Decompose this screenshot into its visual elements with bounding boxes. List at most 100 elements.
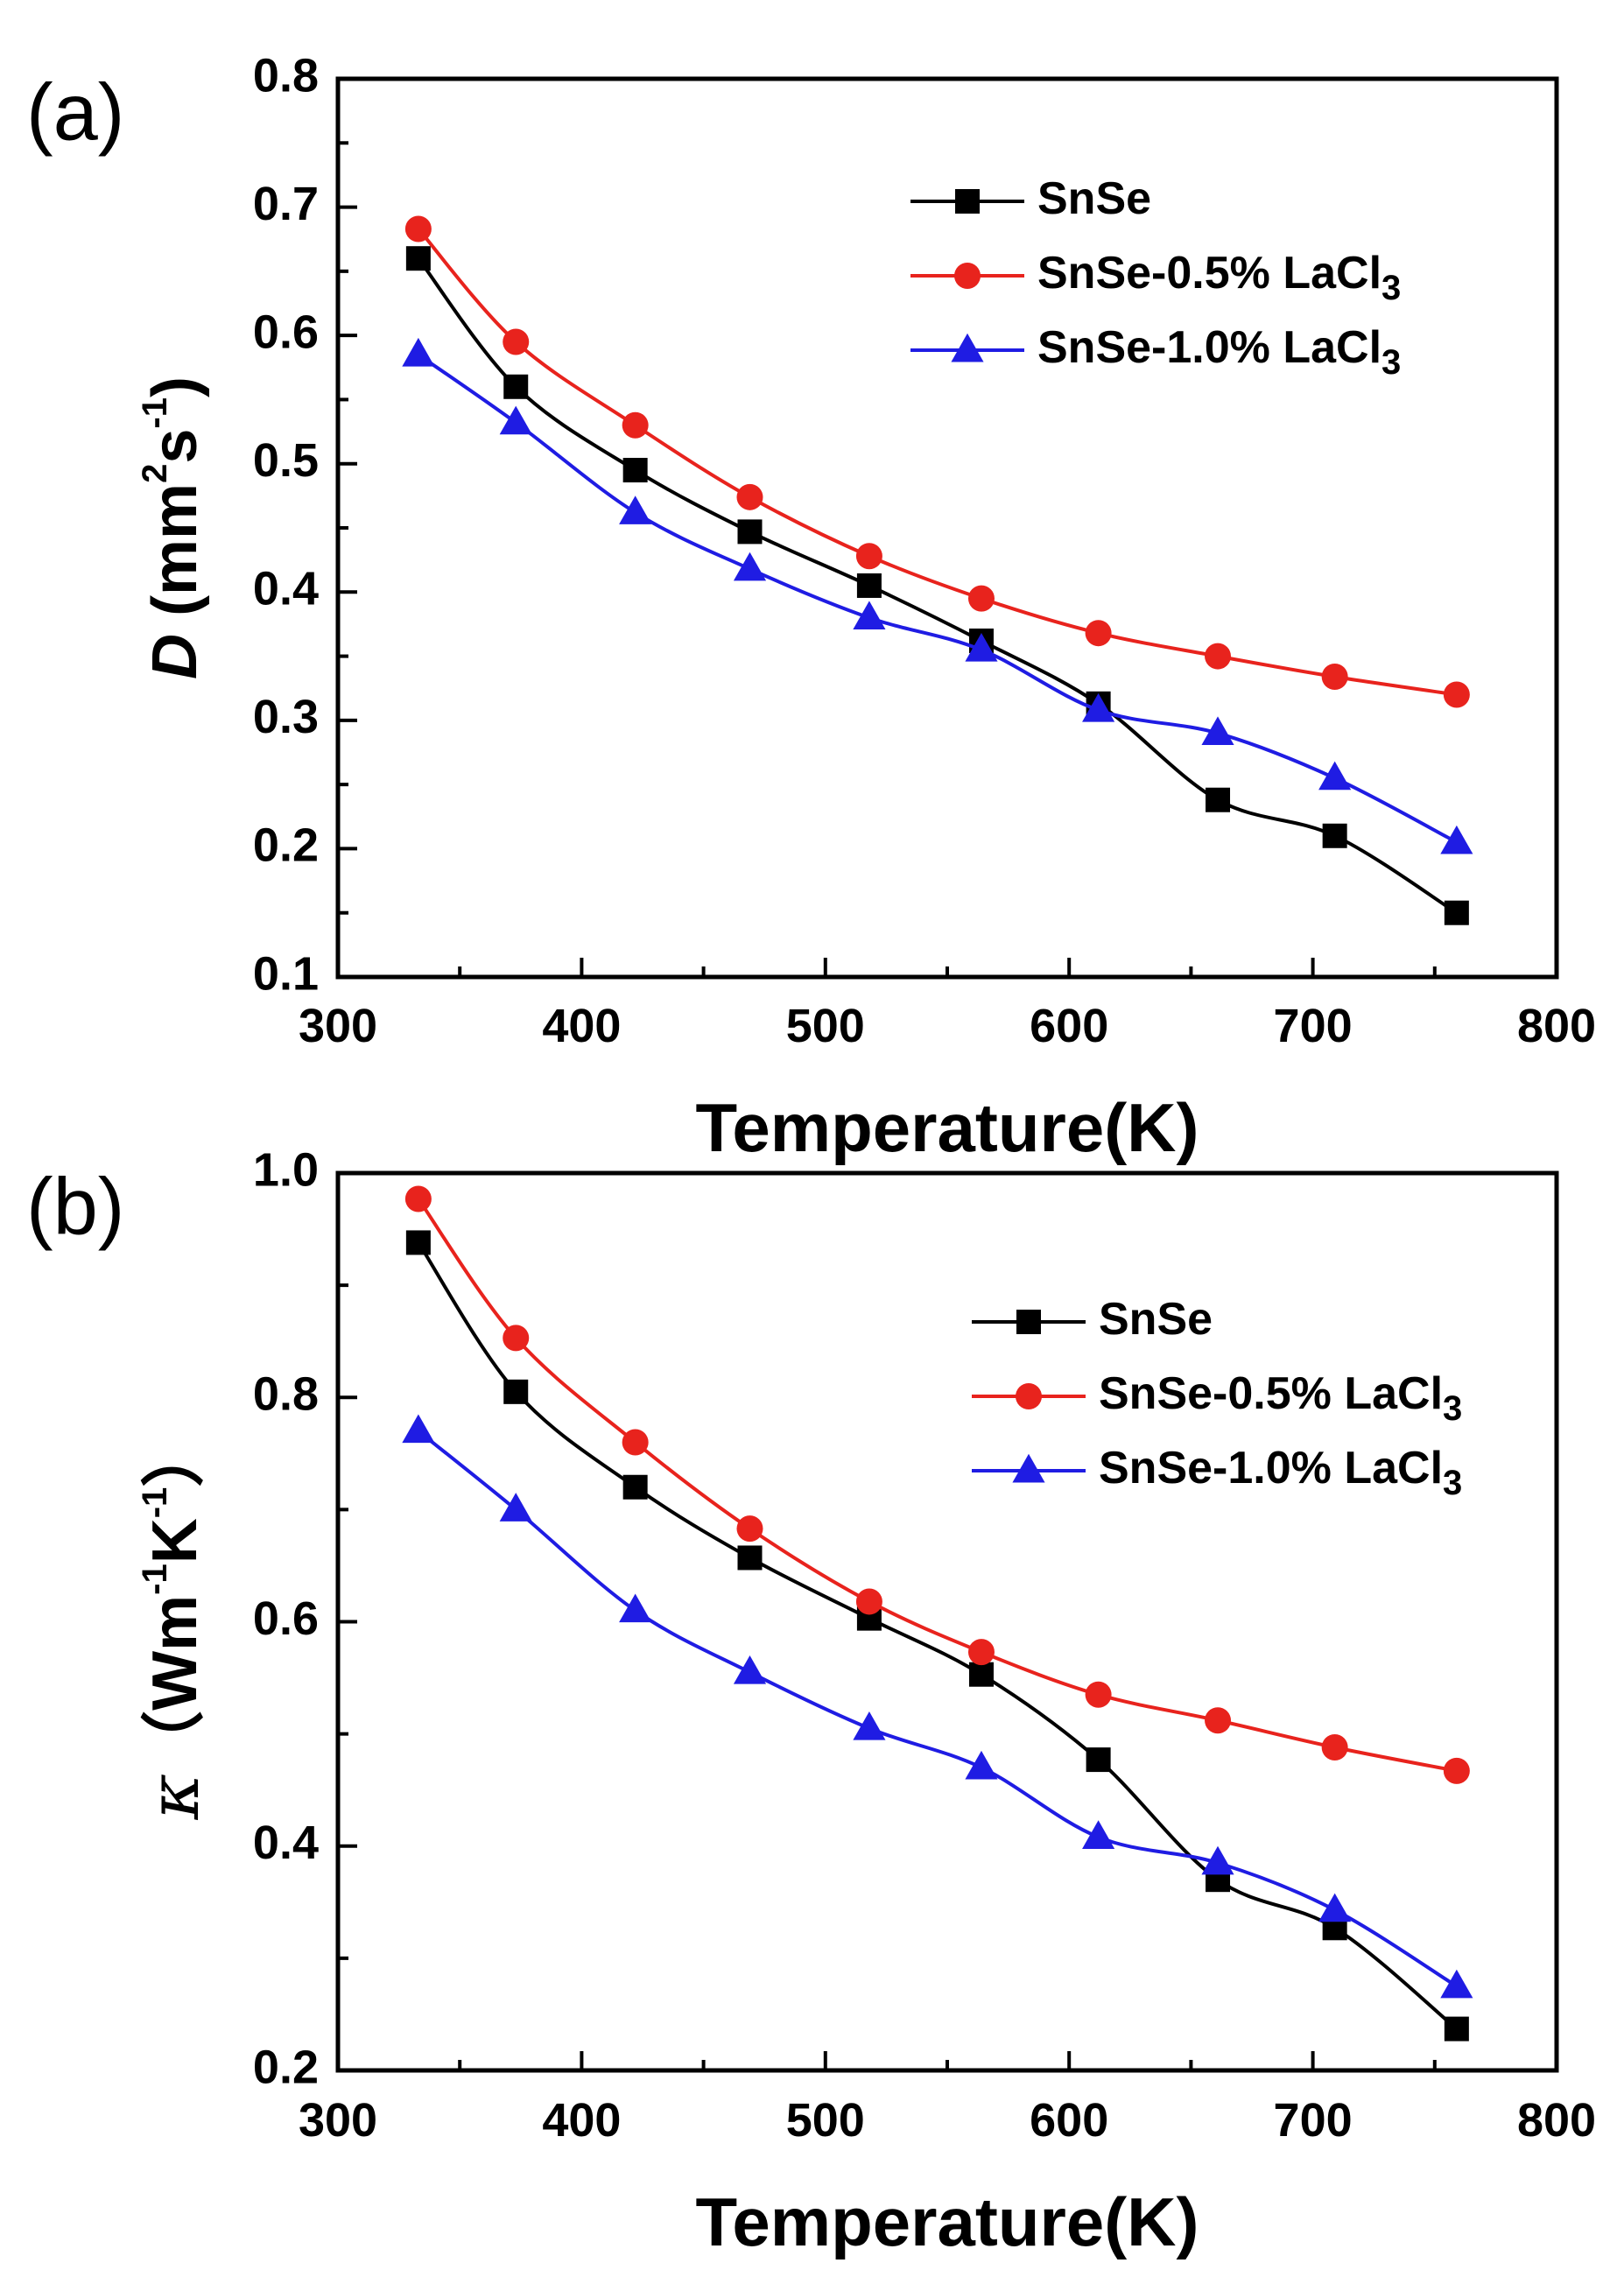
data-point-square (622, 1474, 648, 1500)
data-point-square (1322, 823, 1347, 848)
legend-label: SnSe-0.5% LaCl3 (1099, 1368, 1462, 1428)
x-tick-label: 300 (299, 1000, 377, 1052)
legend: SnSe SnSe-0.5% LaCl3 SnSe-1.0% LaCl3 (972, 1294, 1462, 1502)
y-tick-label: 0.2 (253, 819, 319, 872)
data-point-triangle (619, 1593, 652, 1623)
data-point-circle (503, 1325, 530, 1352)
data-point-circle (1321, 664, 1348, 691)
data-point-triangle (733, 1655, 767, 1684)
legend-label: SnSe-1.0% LaCl3 (1037, 322, 1401, 382)
y-tick-label: 0.8 (253, 1368, 319, 1421)
legend-marker-square (1016, 1310, 1041, 1334)
x-tick-label: 600 (1030, 2094, 1108, 2147)
data-point-circle (1443, 681, 1470, 708)
data-point-triangle (499, 405, 532, 435)
data-point-circle (1443, 1757, 1470, 1784)
x-tick-label: 800 (1517, 1000, 1596, 1052)
legend-label: SnSe-1.0% LaCl3 (1099, 1443, 1462, 1502)
y-axis-title: D (mm2s-1) (136, 376, 210, 679)
y-axis-title: κ（Wm-1K-1） (133, 1424, 214, 1821)
x-axis-title: Temperature(K) (696, 1089, 1199, 1166)
data-point-triangle (1318, 1893, 1352, 1922)
data-point-square (622, 458, 648, 483)
data-point-triangle (853, 1711, 886, 1740)
series-circle (404, 215, 1470, 708)
plot-frame (335, 1170, 1559, 2073)
y-tick-label: 0.6 (253, 306, 319, 358)
data-point-square (1086, 1747, 1111, 1773)
data-point-circle (1085, 1681, 1112, 1708)
series-circle (404, 1185, 1470, 1784)
data-point-square (1444, 900, 1469, 925)
x-tick-label: 400 (542, 1000, 621, 1052)
series-triangle (402, 337, 1473, 854)
y-tick-label: 0.3 (253, 691, 319, 743)
data-point-square (968, 1662, 994, 1687)
y-tick-label: 0.2 (253, 2041, 319, 2093)
data-point-circle (1205, 643, 1232, 670)
plot-frame (335, 76, 1559, 980)
data-point-triangle (402, 1414, 435, 1444)
series-line (417, 257, 1458, 915)
data-point-triangle (733, 552, 767, 581)
data-point-circle (1085, 620, 1112, 647)
x-tick-label: 300 (299, 2094, 377, 2147)
legend-label: SnSe-0.5% LaCl3 (1037, 248, 1401, 307)
y-tick-label: 0.7 (253, 178, 319, 230)
series-line (417, 1198, 1458, 1773)
legend-label: SnSe (1099, 1294, 1213, 1345)
x-tick-label: 400 (542, 2094, 621, 2147)
legend-marker-circle (1016, 1383, 1042, 1409)
data-point-square (405, 1230, 431, 1255)
data-point-circle (855, 543, 882, 570)
data-point-triangle (965, 1750, 998, 1780)
series-triangle (402, 1414, 1473, 1999)
x-tick-label: 800 (1517, 2094, 1596, 2147)
data-point-square (856, 573, 882, 598)
panel-b: (b) 300 400 500 600 700 800 0.2 0.4 0.6 0.8 1.0 Temp… (26, 1143, 1596, 2260)
series-line (417, 353, 1458, 844)
legend-label: SnSe (1037, 173, 1151, 224)
data-point-triangle (1440, 825, 1473, 854)
y-tick-label: 0.8 (253, 49, 319, 102)
data-point-circle (1321, 1734, 1348, 1760)
y-tick-label: 0.4 (253, 1817, 319, 1869)
data-point-triangle (619, 495, 652, 524)
y-tick-label: 0.4 (253, 563, 319, 615)
x-axis-title: Temperature(K) (696, 2183, 1199, 2260)
data-point-square (503, 1379, 529, 1404)
x-tick-label: 500 (786, 2094, 865, 2147)
series-square (405, 1230, 1469, 2042)
data-point-triangle (1440, 1969, 1473, 1999)
data-point-circle (967, 585, 995, 612)
data-point-square (1444, 2016, 1469, 2042)
data-point-square (503, 374, 529, 399)
legend-marker-square (955, 189, 980, 214)
data-point-circle (622, 411, 649, 439)
series-line (417, 1430, 1458, 1988)
data-point-circle (404, 215, 432, 242)
x-tick-label: 500 (786, 1000, 865, 1052)
data-point-circle (967, 1639, 995, 1666)
legend: SnSe SnSe-0.5% LaCl3 SnSe-1.0% LaCl3 (910, 173, 1401, 382)
x-tick-label: 700 (1274, 1000, 1353, 1052)
data-point-circle (622, 1429, 649, 1456)
x-tick-label: 600 (1030, 1000, 1108, 1052)
legend-marker-triangle (951, 333, 984, 362)
data-point-circle (1205, 1707, 1232, 1734)
y-tick-label: 1.0 (253, 1143, 319, 1196)
data-point-circle (404, 1185, 432, 1212)
data-point-square (1206, 787, 1231, 812)
data-point-square (737, 519, 763, 545)
legend-marker-triangle (1012, 1453, 1045, 1483)
data-point-triangle (853, 601, 886, 630)
data-point-triangle (402, 337, 435, 367)
data-point-triangle (1201, 716, 1234, 745)
legend-marker-circle (954, 263, 981, 289)
data-point-triangle (499, 1493, 532, 1522)
y-tick-label: 0.1 (253, 947, 319, 1000)
data-point-circle (736, 1515, 763, 1543)
series-line (417, 228, 1458, 697)
panel-label: (b) (26, 1162, 124, 1251)
